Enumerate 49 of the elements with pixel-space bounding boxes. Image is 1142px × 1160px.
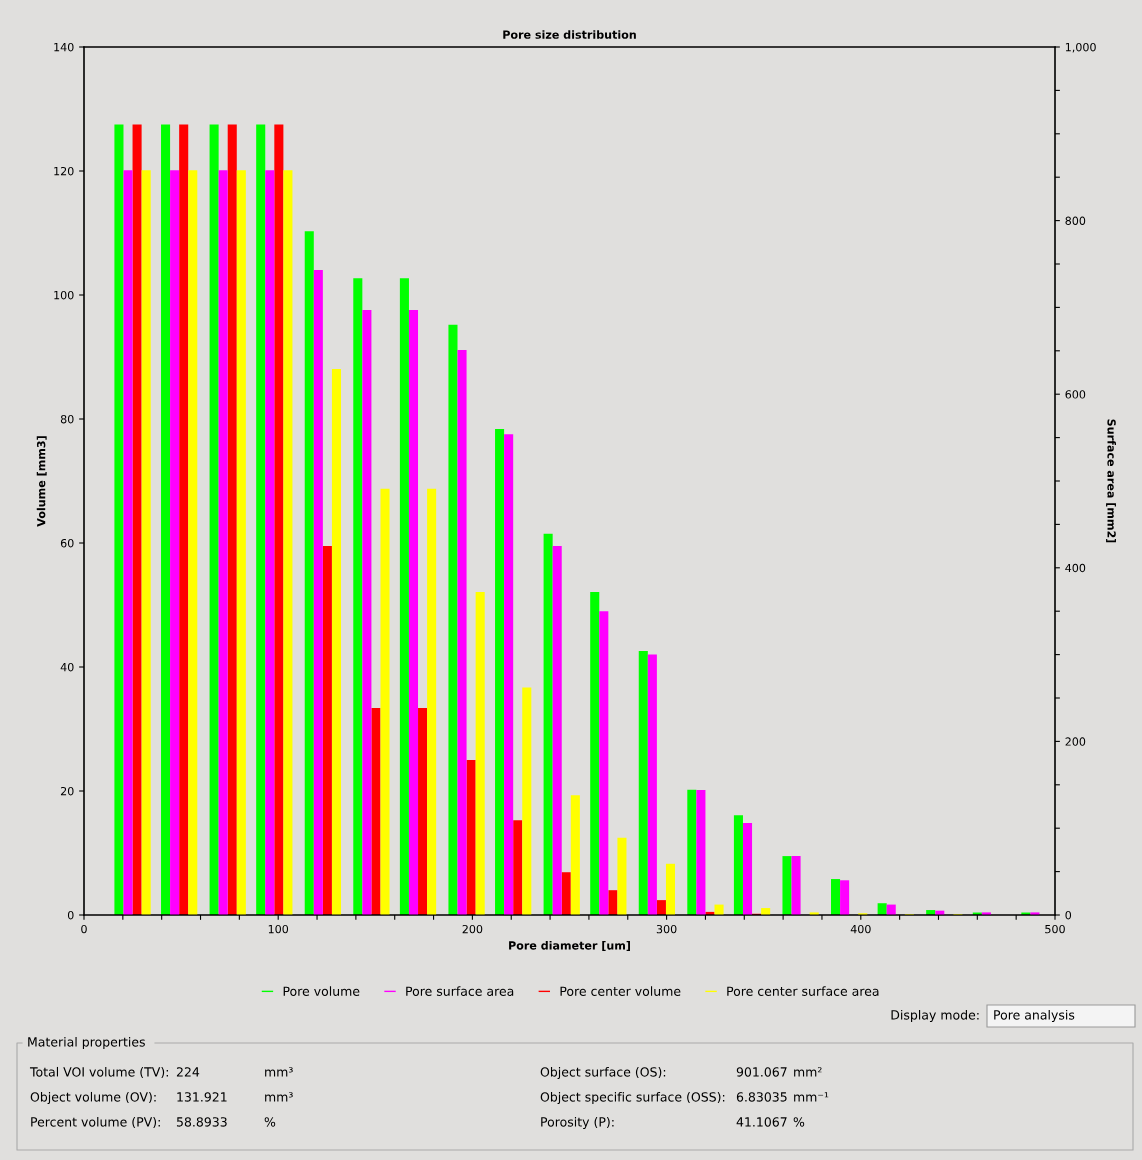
text: Display mode: [891, 1009, 979, 1023]
y2-tick-label: 1,000 [1065, 42, 1096, 53]
text: Object volume (OV): [30, 1091, 156, 1105]
text: Object surface (OS): [540, 1066, 666, 1080]
text: 6.83035 [736, 1092, 787, 1102]
legend-label: Pore volume [283, 986, 360, 996]
y-tick-label: 140 [54, 42, 74, 52]
x-tick-label: 300 [656, 924, 677, 934]
x-axis-title: Pore diameter [um] [509, 941, 630, 951]
text: 131.921 [177, 1092, 227, 1102]
text: mm² [794, 1067, 822, 1077]
chart-title: Pore size distribution [503, 30, 636, 39]
text: Object specific surface (OSS): [540, 1091, 725, 1105]
text: 58.8933 [176, 1117, 227, 1127]
y-tick-label: 0 [67, 910, 74, 920]
y-tick-label: 60 [60, 538, 74, 548]
y2-tick-label: 0 [1065, 910, 1072, 920]
text: 41.1067 [736, 1117, 787, 1127]
y-tick-label: 120 [54, 166, 74, 176]
text: mm³ [265, 1092, 293, 1102]
text: Pore analysis [994, 1009, 1075, 1023]
text: Percent volume (PV): [31, 1116, 160, 1129]
y2-tick-label: 400 [1065, 563, 1086, 573]
legend-label: Pore surface area [406, 986, 514, 996]
x-tick-label: 200 [462, 924, 483, 934]
y2-axis-title: Surface area [mm2] [1106, 419, 1116, 543]
text: mm⁻¹ [794, 1092, 829, 1102]
y2-tick-label: 800 [1065, 216, 1086, 225]
legend-label: Pore center surface area [727, 986, 879, 996]
x-tick-label: 500 [1045, 924, 1065, 934]
text: Material properties [28, 1036, 145, 1050]
text: % [264, 1117, 276, 1127]
text: Total VOI volume (TV): [29, 1066, 168, 1079]
text: % [793, 1117, 805, 1127]
y-tick-label: 80 [60, 414, 74, 424]
x-tick-label: 100 [268, 924, 289, 934]
text: 901.067 [736, 1067, 787, 1077]
y2-tick-label: 200 [1065, 737, 1086, 746]
legend-label: Pore center volume [560, 986, 681, 996]
y-tick-label: 40 [60, 662, 74, 672]
text: 224 [176, 1067, 200, 1077]
y-tick-label: 100 [54, 290, 74, 300]
text: Porosity (P): [541, 1116, 614, 1130]
y-tick-label: 20 [60, 786, 74, 796]
x-tick-label: 0 [81, 924, 87, 934]
text: mm³ [265, 1067, 293, 1077]
y2-tick-label: 600 [1065, 390, 1086, 399]
x-tick-label: 400 [850, 924, 871, 934]
y-axis-title: Volume [mm3] [36, 436, 47, 527]
